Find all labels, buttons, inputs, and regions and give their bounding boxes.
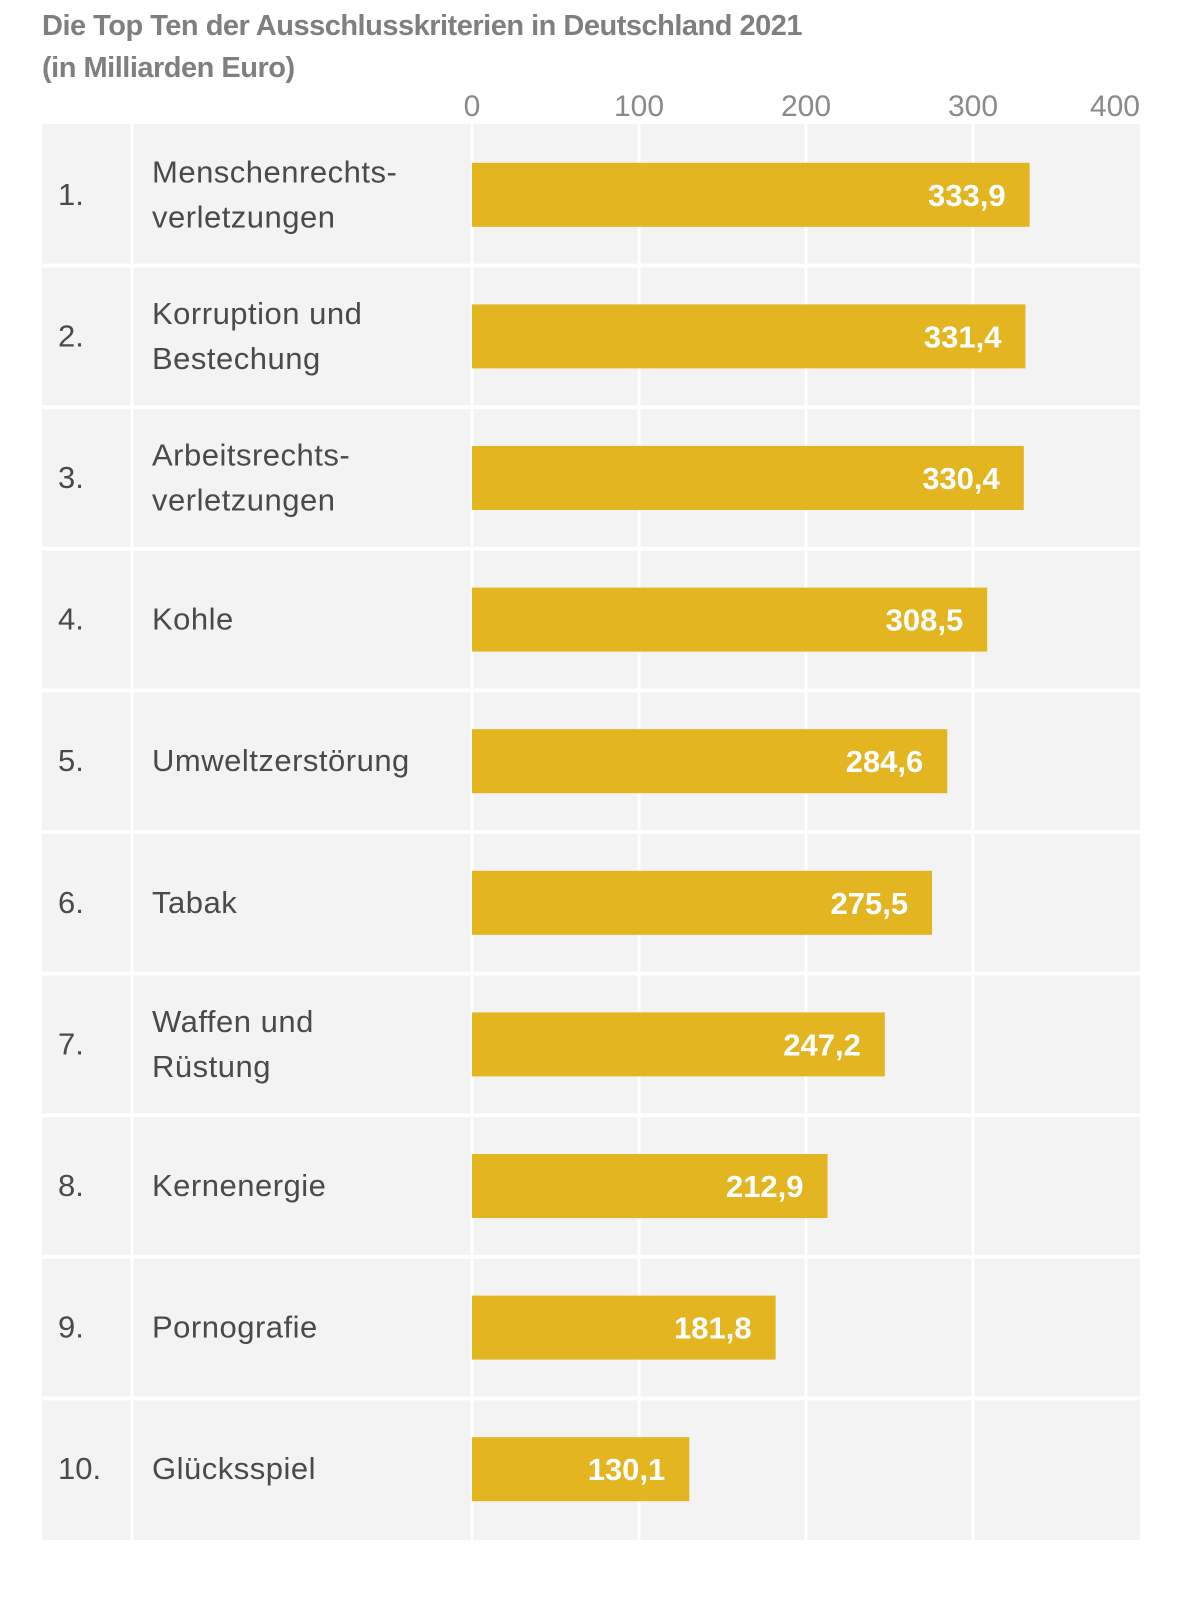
rank-label: 3.	[58, 460, 84, 495]
rank-label: 10.	[58, 1451, 101, 1486]
value-label: 212,9	[726, 1169, 804, 1204]
value-label: 181,8	[674, 1311, 752, 1346]
value-label: 333,9	[928, 178, 1006, 213]
rank-label: 9.	[58, 1310, 84, 1345]
rank-label: 8.	[58, 1168, 84, 1203]
value-label: 330,4	[922, 461, 1000, 496]
value-label: 247,2	[783, 1027, 861, 1062]
bar	[472, 870, 933, 935]
bar	[472, 587, 988, 652]
category-label: Rüstung	[152, 1049, 271, 1084]
category-label: Glücksspiel	[152, 1451, 316, 1486]
value-label: 130,1	[588, 1452, 666, 1487]
bar	[472, 446, 1024, 510]
x-tick-label: 0	[464, 90, 481, 123]
bar	[472, 1295, 776, 1360]
bar	[472, 729, 948, 794]
rank-label: 2.	[58, 318, 84, 353]
category-label: Umweltzerstörung	[152, 743, 410, 778]
bar	[472, 304, 1026, 369]
bar	[472, 1437, 690, 1502]
category-label: verletzungen	[152, 199, 336, 234]
value-label: 308,5	[886, 603, 964, 638]
value-label: 275,5	[831, 886, 909, 921]
category-label: Menschenrechts-	[152, 154, 397, 189]
rank-label: 5.	[58, 743, 84, 778]
chart-title: Die Top Ten der Ausschlusskriterien in D…	[42, 10, 803, 42]
chart-subtitle: (in Milliarden Euro)	[42, 52, 295, 84]
x-tick-label: 200	[781, 90, 831, 123]
bar	[472, 1154, 828, 1218]
x-tick-label: 100	[614, 90, 664, 123]
value-label: 331,4	[924, 319, 1002, 354]
bar	[472, 162, 1030, 227]
x-tick-label: 300	[948, 90, 998, 123]
category-label: Arbeitsrechts-	[152, 438, 350, 473]
rank-label: 4.	[58, 602, 84, 637]
category-label: Tabak	[152, 885, 237, 920]
rank-label: 6.	[58, 885, 84, 920]
category-label: Bestechung	[152, 341, 321, 376]
category-label: Korruption und	[152, 296, 362, 331]
category-label: Kohle	[152, 602, 234, 637]
x-tick-label: 400	[1090, 90, 1140, 123]
category-label: Waffen und	[152, 1004, 314, 1039]
category-label: Pornografie	[152, 1310, 318, 1345]
rank-label: 7.	[58, 1026, 84, 1061]
category-label: Kernenergie	[152, 1168, 326, 1203]
category-label: verletzungen	[152, 483, 336, 518]
rank-label: 1.	[58, 177, 84, 212]
value-label: 284,6	[846, 744, 924, 779]
bar	[472, 1012, 885, 1077]
